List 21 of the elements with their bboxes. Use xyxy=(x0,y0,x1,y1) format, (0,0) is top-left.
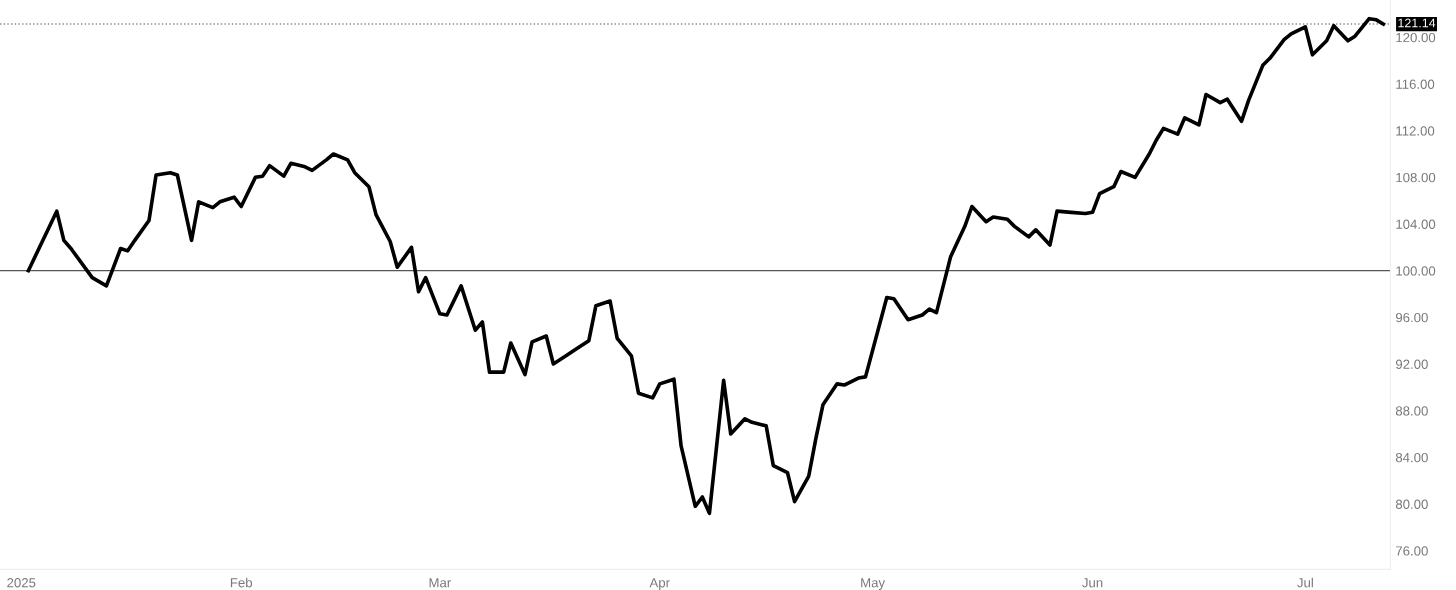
x-tick-label: Mar xyxy=(429,578,451,588)
y-tick-label: 116.00 xyxy=(1396,79,1435,89)
y-tick-label: 84.00 xyxy=(1395,452,1428,463)
y-tick-label: 100.00 xyxy=(1396,266,1436,276)
y-tick-label: 112.00 xyxy=(1396,126,1435,136)
x-tick-label: Jun xyxy=(1082,578,1103,588)
x-tick-label: May xyxy=(861,578,886,590)
y-tick-label: 92.00 xyxy=(1395,359,1428,369)
x-tick-label: 2025 xyxy=(7,578,36,588)
y-tick-label: 88.00 xyxy=(1395,406,1428,416)
y-tick-label: 108.00 xyxy=(1396,172,1436,183)
x-tick-label: Apr xyxy=(649,578,670,590)
line-series xyxy=(26,16,1386,516)
x-tick-label: Feb xyxy=(230,577,253,588)
x-tick-label: Jul xyxy=(1297,577,1313,588)
y-tick-label: 104.00 xyxy=(1396,219,1436,229)
y-tick-label: 120.00 xyxy=(1396,32,1436,43)
ref-line-label: 121.14 xyxy=(1398,18,1436,28)
y-tick-label: 96.00 xyxy=(1395,312,1428,323)
y-tick-label: 76.00 xyxy=(1396,546,1428,556)
y-tick-label: 80.00 xyxy=(1395,499,1428,509)
